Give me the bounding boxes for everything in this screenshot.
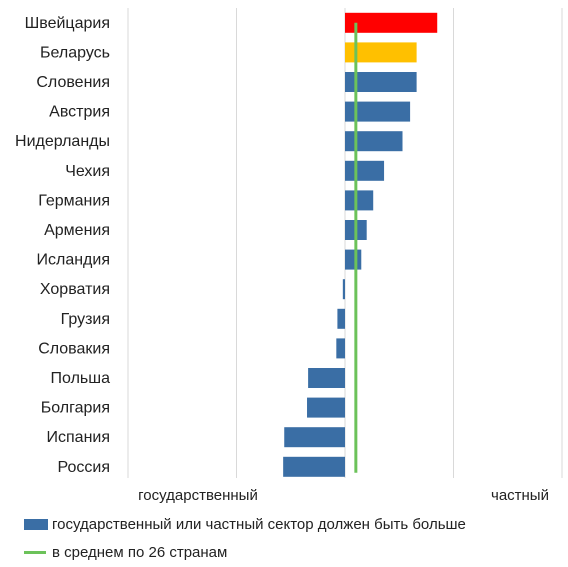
- x-axis-left-label: государственный: [138, 487, 258, 504]
- category-label: Беларусь: [40, 44, 110, 61]
- category-label: Германия: [38, 192, 110, 209]
- category-label: Польша: [51, 370, 111, 387]
- bar-16: [283, 456, 345, 477]
- bar-1: [345, 12, 438, 33]
- bar-14: [307, 397, 345, 418]
- bar-4: [345, 101, 411, 122]
- bar-12: [336, 338, 345, 359]
- bar-15: [284, 427, 345, 448]
- bar-10: [342, 279, 345, 300]
- category-label: Исландия: [36, 252, 110, 269]
- category-labels: Швейцария Беларусь Словения Австрия Нидерлан…: [15, 15, 110, 476]
- category-label: Чехия: [65, 163, 110, 180]
- bar-13: [308, 368, 345, 388]
- category-label: Хорватия: [40, 281, 110, 298]
- category-label: Грузия: [61, 311, 110, 328]
- legend-bar-swatch: [24, 519, 48, 530]
- bar-5: [345, 131, 403, 152]
- bar-6: [345, 160, 385, 181]
- legend-bars-label: государственный или частный сектор долже…: [52, 516, 466, 533]
- category-label: Австрия: [49, 104, 110, 121]
- bars: [283, 12, 438, 477]
- legend-line-swatch: [24, 551, 46, 554]
- category-label: Испания: [47, 429, 111, 446]
- category-label: Нидерланды: [15, 133, 110, 150]
- legend-item-average: в среднем по 26 странам: [24, 544, 227, 561]
- category-label: Армения: [44, 222, 110, 239]
- x-axis-right-label: частный: [491, 487, 549, 504]
- category-label: Словакия: [38, 340, 110, 357]
- bar-9: [345, 249, 362, 270]
- bar-3: [345, 72, 417, 92]
- bar-7: [345, 190, 374, 211]
- bar-2: [345, 42, 417, 63]
- category-label: Болгария: [41, 400, 110, 417]
- category-label: Словения: [36, 74, 110, 91]
- legend-item-bars: государственный или частный сектор долже…: [24, 516, 466, 533]
- bar-11: [337, 308, 345, 329]
- legend-average-label: в среднем по 26 странам: [52, 544, 228, 561]
- category-label: Швейцария: [25, 15, 110, 32]
- category-label: Россия: [58, 459, 110, 476]
